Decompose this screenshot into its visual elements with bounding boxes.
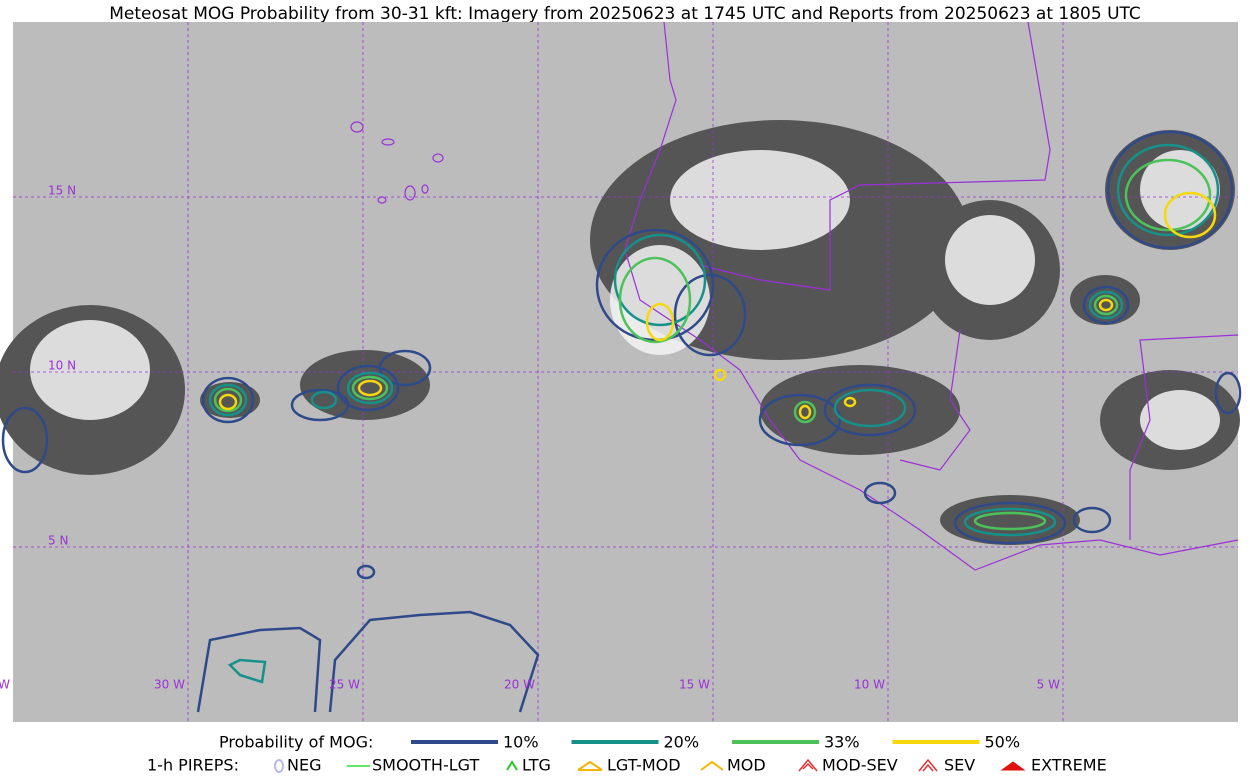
legend-label: EXTREME bbox=[1031, 756, 1107, 775]
pirep-icon bbox=[274, 759, 284, 773]
pirep-icon bbox=[506, 760, 518, 771]
legend-label: NEG bbox=[287, 756, 321, 775]
legend: Probability of MOG: 10% 20% 33% 50% 1-h PIREP… bbox=[147, 733, 1107, 775]
lon-label: 30 W bbox=[154, 678, 185, 692]
lon-label: 10 W bbox=[854, 678, 885, 692]
lat-label: 5 N bbox=[48, 534, 68, 548]
legend-label: 20% bbox=[664, 733, 700, 752]
graticule-labels: 15 N 10 N 5 N 35 W 30 W 25 W 20 W 15 W 10 W 5 W bbox=[0, 184, 1060, 692]
map-panel: 15 N 10 N 5 N 35 W 30 W 25 W 20 W 15 W 10 W 5 W bbox=[0, 21, 1242, 722]
legend-title: 1-h PIREPS: bbox=[147, 756, 239, 775]
legend-label: 10% bbox=[503, 733, 539, 752]
mog-contours bbox=[1, 130, 1242, 713]
pirep-icon bbox=[700, 760, 724, 771]
lon-label: 35 W bbox=[0, 678, 10, 692]
legend-label: LGT-MOD bbox=[607, 756, 681, 775]
lon-label: 20 W bbox=[504, 678, 535, 692]
lon-label: 15 W bbox=[679, 678, 710, 692]
pirep-icon bbox=[1000, 761, 1026, 771]
coastlines bbox=[350, 21, 1239, 571]
legend-label: MOD bbox=[727, 756, 766, 775]
legend-label: SMOOTH-LGT bbox=[372, 756, 479, 775]
title: Meteosat MOG Probability from 30-31 kft:… bbox=[109, 4, 1141, 24]
lat-label: 10 N bbox=[48, 359, 76, 373]
legend-label: 33% bbox=[824, 733, 860, 752]
pirep-icon bbox=[577, 760, 603, 771]
legend-label: SEV bbox=[944, 756, 975, 775]
lat-label: 15 N bbox=[48, 184, 76, 198]
lon-label: 25 W bbox=[329, 678, 360, 692]
legend-title: Probability of MOG: bbox=[219, 733, 373, 752]
legend-label: LTG bbox=[522, 756, 551, 775]
pirep-icon bbox=[918, 758, 938, 772]
lon-label: 5 W bbox=[1037, 678, 1060, 692]
cloud-tops bbox=[30, 150, 1220, 450]
pirep-icon bbox=[798, 758, 818, 772]
legend-label: 50% bbox=[985, 733, 1021, 752]
legend-label: MOD-SEV bbox=[822, 756, 898, 775]
graticule bbox=[13, 22, 1238, 722]
